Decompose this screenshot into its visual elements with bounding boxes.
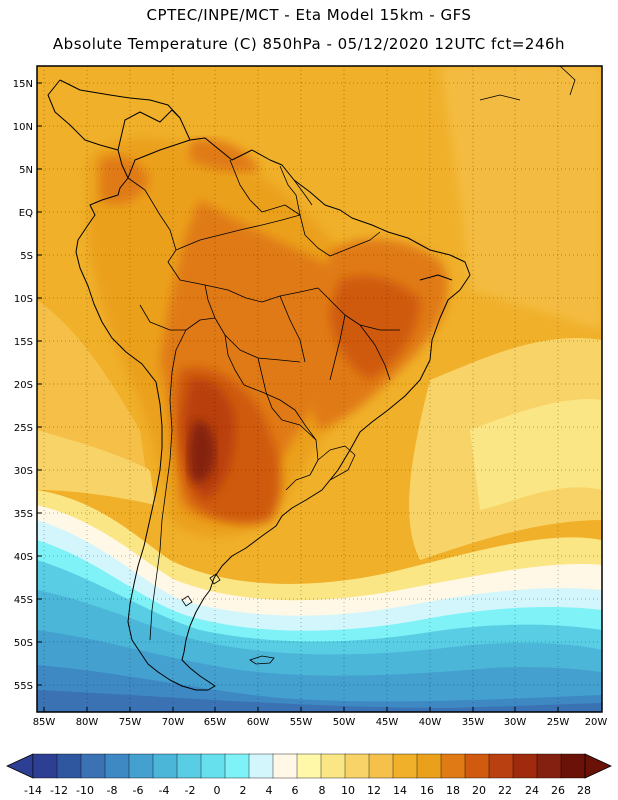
colorbar-label: 20	[472, 784, 486, 797]
longitude-axis	[43, 707, 559, 712]
colorbar-swatch	[320, 753, 346, 779]
lat-label: 15N	[13, 79, 33, 90]
colorbar-over-arrow	[584, 753, 612, 779]
colorbar-swatch	[416, 753, 442, 779]
lon-label: 75W	[119, 717, 142, 728]
lat-label: 5S	[20, 251, 33, 262]
lon-label: 30W	[504, 717, 527, 728]
lon-label: 55W	[290, 717, 313, 728]
coastline	[47, 79, 471, 691]
lat-label: 40S	[14, 552, 33, 563]
lon-label: 85W	[33, 717, 56, 728]
colorbar-swatch	[368, 753, 394, 779]
lat-label: 35S	[14, 509, 33, 520]
colorbar-swatch	[344, 753, 370, 779]
lat-label: 30S	[14, 466, 33, 477]
lon-label: 20W	[585, 717, 608, 728]
colorbar-swatch	[56, 753, 82, 779]
latitude-labels: 15N 10N 5N EQ 5S 10S 15S 20S 25S 30S 35S…	[13, 79, 33, 692]
colorbar-swatch	[80, 753, 106, 779]
lat-label: 15S	[14, 337, 33, 348]
lat-label: 5N	[19, 165, 33, 176]
lat-label: 45S	[14, 595, 33, 606]
colorbar-label: -4	[159, 784, 170, 797]
colorbar-label: 6	[292, 784, 299, 797]
islands	[181, 66, 576, 665]
colorbar-swatch	[488, 753, 514, 779]
lat-label: 50S	[14, 638, 33, 649]
colorbar-label: 16	[420, 784, 434, 797]
colorbar-label: -12	[50, 784, 68, 797]
colorbar-swatch	[392, 753, 418, 779]
map-subtitle: Absolute Temperature (C) 850hPa - 05/12/…	[52, 35, 566, 53]
colorbar-swatch	[272, 753, 298, 779]
colorbar-label: 14	[393, 784, 407, 797]
lon-label: 35W	[462, 717, 485, 728]
temperature-field	[37, 66, 602, 712]
colorbar-label: 10	[341, 784, 355, 797]
lon-label: 40W	[419, 717, 442, 728]
map-frame	[36, 65, 603, 713]
colorbar-label: 8	[319, 784, 326, 797]
colorbar-swatch	[224, 753, 250, 779]
lat-label: 55S	[14, 681, 33, 692]
colorbar-swatch	[440, 753, 466, 779]
lat-label: 20S	[14, 380, 33, 391]
colorbar-swatch	[128, 753, 154, 779]
colorbar-swatch	[512, 753, 538, 779]
lon-label: 80W	[76, 717, 99, 728]
colorbar-swatch	[104, 753, 130, 779]
colorbar-label: 12	[367, 784, 381, 797]
lat-label: 25S	[14, 423, 33, 434]
colorbar	[6, 753, 612, 779]
colorbar-swatch	[296, 753, 322, 779]
colorbar-label: 4	[266, 784, 273, 797]
colorbar-label: 22	[498, 784, 512, 797]
colorbar-swatch	[32, 753, 58, 779]
lon-label: 25W	[547, 717, 570, 728]
latitude-axis	[37, 82, 42, 686]
lon-label: 60W	[247, 717, 270, 728]
lon-label: 50W	[333, 717, 356, 728]
longitude-labels: 85W 80W 75W 70W 65W 60W 55W 50W 45W 40W …	[33, 717, 608, 728]
colorbar-label: 24	[525, 784, 539, 797]
colorbar-label: -6	[133, 784, 144, 797]
lat-label: EQ	[19, 208, 33, 219]
colorbar-swatch	[560, 753, 586, 779]
colorbar-under-arrow	[6, 753, 34, 779]
country-borders	[127, 159, 400, 641]
colorbar-label: -8	[107, 784, 118, 797]
colorbar-swatch	[200, 753, 226, 779]
colorbar-swatch	[248, 753, 274, 779]
colorbar-label: 0	[214, 784, 221, 797]
colorbar-swatch	[176, 753, 202, 779]
colorbar-label: -10	[76, 784, 94, 797]
colorbar-label: -2	[185, 784, 196, 797]
colorbar-label: 2	[240, 784, 247, 797]
colorbar-swatch	[536, 753, 562, 779]
lon-label: 65W	[204, 717, 227, 728]
lon-label: 70W	[162, 717, 185, 728]
colorbar-label: 28	[577, 784, 591, 797]
map-title: CPTEC/INPE/MCT - Eta Model 15km - GFS	[146, 6, 472, 24]
lat-label: 10N	[13, 122, 33, 133]
colorbar-label: 18	[446, 784, 460, 797]
colorbar-label: 26	[551, 784, 565, 797]
colorbar-swatch	[152, 753, 178, 779]
lat-label: 10S	[14, 294, 33, 305]
lon-label: 45W	[376, 717, 399, 728]
colorbar-swatch	[464, 753, 490, 779]
colorbar-label: -14	[24, 784, 42, 797]
